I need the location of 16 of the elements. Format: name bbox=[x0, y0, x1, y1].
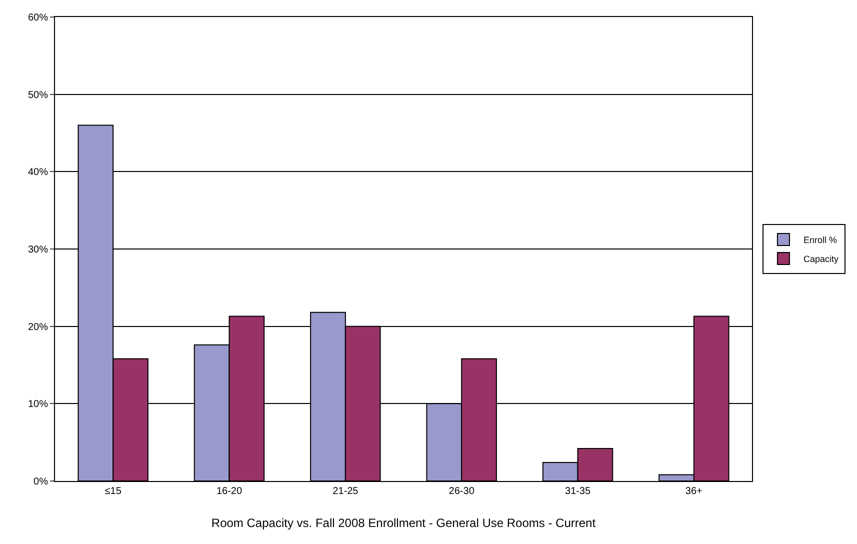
x-tick-label: 31-35 bbox=[564, 486, 591, 497]
y-tick-label: 10% bbox=[28, 399, 48, 410]
x-tick-label: 16-20 bbox=[216, 486, 242, 497]
y-tick-label: 60% bbox=[28, 12, 48, 24]
y-tick-label: 50% bbox=[28, 90, 48, 101]
y-tick-label: 0% bbox=[34, 476, 48, 488]
x-tick-label: ≤15 bbox=[104, 486, 122, 497]
y-tick-label: 20% bbox=[28, 322, 48, 333]
x-axis-title: Room Capacity vs. Fall 2008 Enrollment - General Use Rooms - Current bbox=[211, 516, 596, 530]
x-tick-label: 36+ bbox=[685, 486, 703, 497]
legend-label: Capacity bbox=[803, 254, 839, 264]
legend-label: Enroll % bbox=[803, 235, 837, 246]
y-tick-label: 30% bbox=[28, 244, 48, 256]
y-tick-label: 40% bbox=[28, 167, 48, 178]
x-tick-label: 21-25 bbox=[332, 486, 359, 497]
x-tick-label: 26-30 bbox=[448, 486, 475, 497]
